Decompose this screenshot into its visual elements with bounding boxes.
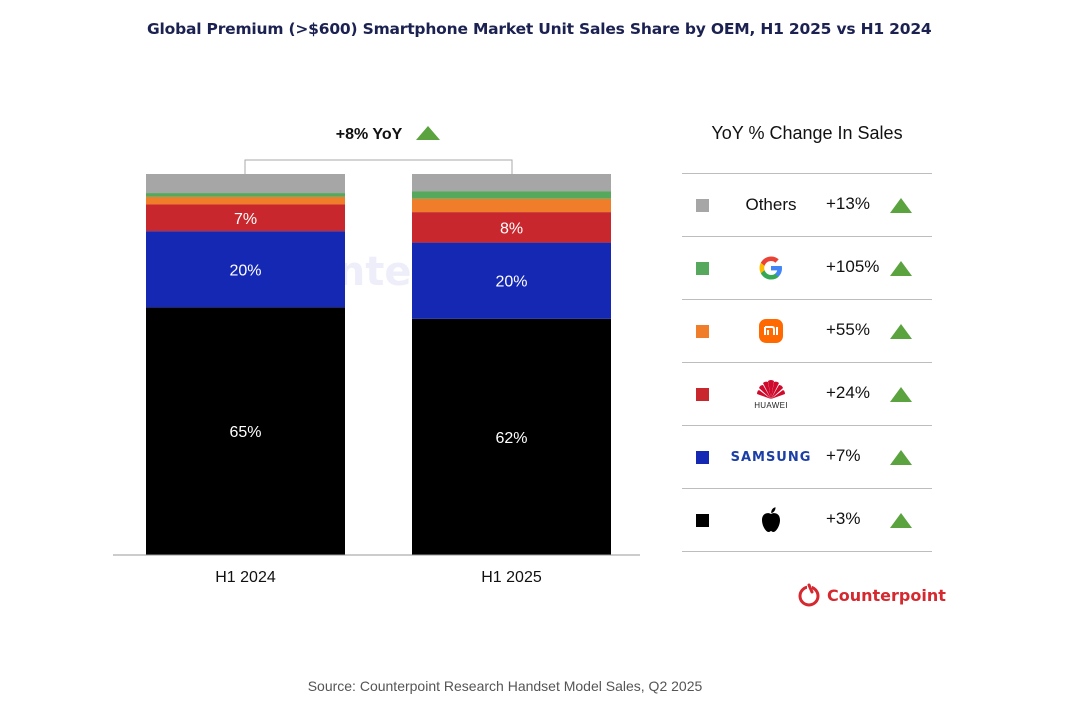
counterpoint-logo-text: Counterpoint: [827, 585, 946, 605]
apple-logo-icon: [762, 507, 780, 532]
bar-samsung-h1-2024: [146, 231, 345, 308]
x-tick-label-h1-2025: H1 2025: [481, 569, 542, 586]
others-change: +13%: [826, 194, 870, 213]
yoy-annotation: +8% YoY: [336, 126, 403, 143]
yoy-up-arrow-icon: [416, 126, 440, 140]
data-label-samsung-h1-2025: 20%: [495, 274, 527, 291]
others-up-arrow-icon: [890, 198, 912, 213]
huawei-swatch: [696, 388, 709, 401]
bar-xiaomi-h1-2024: [146, 196, 345, 205]
bar-xiaomi-h1-2025: [412, 198, 611, 213]
samsung-up-arrow-icon: [890, 450, 912, 465]
x-tick-label-h1-2024: H1 2024: [215, 569, 276, 586]
bar-others-h1-2024: [146, 174, 345, 194]
bar-google-h1-2024: [146, 193, 345, 197]
counterpoint-logo-icon: [798, 583, 820, 607]
bar-apple-h1-2024: [146, 307, 345, 555]
others-swatch: [696, 199, 709, 212]
yoy-bracket: [244, 159, 513, 174]
xiaomi-swatch: [696, 325, 709, 338]
legend-row-huawei: HUAWEI +24%: [682, 362, 932, 425]
samsung-change: +7%: [826, 446, 861, 465]
data-label-huawei-h1-2024: 7%: [234, 211, 257, 228]
samsung-swatch: [696, 451, 709, 464]
bar-samsung-h1-2025: [412, 242, 611, 319]
google-logo-icon: [759, 256, 782, 280]
legend-row-others: Others +13%: [682, 173, 932, 236]
data-label-huawei-h1-2025: 8%: [500, 220, 523, 237]
legend-row-google: +105%: [682, 236, 932, 299]
bar-huawei-h1-2024: [146, 204, 345, 232]
chart-title: Global Premium (>$600) Smartphone Market…: [147, 20, 932, 38]
huawei-up-arrow-icon: [890, 387, 912, 402]
xiaomi-change: +55%: [826, 320, 870, 339]
huawei-logo-text: HUAWEI: [754, 401, 788, 410]
legend-row-apple: +3%: [682, 488, 932, 552]
legend-row-xiaomi: +55%: [682, 299, 932, 362]
xiaomi-up-arrow-icon: [890, 324, 912, 339]
google-change: +105%: [826, 257, 880, 276]
bar-google-h1-2025: [412, 191, 611, 199]
legend-row-samsung: SAMSUNG +7%: [682, 425, 932, 488]
samsung-logo-text: SAMSUNG: [730, 449, 812, 465]
data-label-samsung-h1-2024: 20%: [229, 262, 261, 279]
bar-huawei-h1-2025: [412, 212, 611, 243]
legend-title: YoY % Change In Sales: [711, 123, 903, 143]
counterpoint-brand: Counterpoint: [797, 583, 946, 607]
google-up-arrow-icon: [890, 261, 912, 276]
xiaomi-logo-icon: [759, 319, 783, 343]
data-label-apple-h1-2025: 62%: [495, 430, 527, 447]
apple-up-arrow-icon: [890, 513, 912, 528]
google-swatch: [696, 262, 709, 275]
bar-apple-h1-2025: [412, 318, 611, 555]
data-label-apple-h1-2024: 65%: [229, 424, 261, 441]
apple-swatch: [696, 514, 709, 527]
huawei-change: +24%: [826, 383, 870, 402]
others-label: Others: [745, 195, 797, 214]
huawei-logo-icon: [757, 380, 785, 399]
bar-others-h1-2025: [412, 174, 611, 192]
bar-group: 65% 20% 7% 62% 20% 8%: [146, 174, 611, 555]
apple-change: +3%: [826, 509, 861, 528]
source-note: Source: Counterpoint Research Handset Mo…: [307, 678, 703, 694]
